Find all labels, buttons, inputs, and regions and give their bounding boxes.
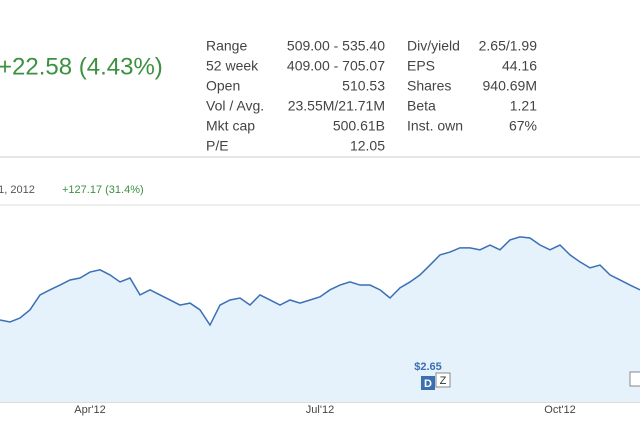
stat-label: P/E	[206, 138, 229, 154]
stat-label: Vol / Avg.	[206, 98, 264, 114]
quote-change: +22.58 (4.43%)	[0, 53, 163, 80]
stat-value: 500.61B	[333, 118, 385, 134]
stat-label: Div/yield	[407, 38, 460, 54]
stat-value: 940.69M	[483, 78, 537, 94]
price-line	[0, 236, 640, 327]
stat-label: 52 week	[206, 58, 259, 74]
stat-value: 67%	[509, 118, 537, 134]
stat-value: 23.55M/21.71M	[288, 98, 385, 114]
flag-d-text[interactable]: D	[424, 378, 432, 390]
flag-edge[interactable]	[629, 371, 640, 387]
stat-value: 44.16	[502, 58, 537, 74]
stat-value: 409.00 - 705.07	[287, 58, 385, 74]
stat-value: 1.21	[510, 98, 537, 114]
stat-label: Range	[206, 38, 247, 54]
stat-value: 509.00 - 535.40	[287, 38, 385, 54]
chart: Apr'12 Jul'12 Oct'12	[0, 236, 640, 416]
x-tick-label: Apr'12	[74, 404, 105, 416]
x-tick-label: Jul'12	[306, 404, 334, 416]
stat-label: EPS	[407, 58, 435, 74]
stat-label: Inst. own	[407, 118, 463, 134]
stat-value: 510.53	[342, 78, 385, 94]
stat-label: Shares	[407, 78, 451, 94]
stat-label: Mkt cap	[206, 118, 255, 134]
flag-z-text[interactable]: Z	[440, 375, 447, 387]
stat-value: 12.05	[350, 138, 385, 154]
flag-d[interactable]	[421, 376, 435, 390]
stat-label: Open	[206, 78, 240, 94]
chart-change: +127.17 (31.4%)	[62, 184, 144, 196]
chart-date: 31, 2012	[0, 184, 35, 196]
stats: Range 509.00 - 535.40 52 week 409.00 - 705.…	[206, 38, 537, 154]
dividend-label: $2.65	[414, 361, 442, 373]
flag-z[interactable]	[435, 372, 451, 388]
x-tick-label: Oct'12	[544, 404, 575, 416]
stat-label: Beta	[407, 98, 436, 114]
stat-value: 2.65/1.99	[479, 38, 538, 54]
area	[0, 236, 640, 402]
